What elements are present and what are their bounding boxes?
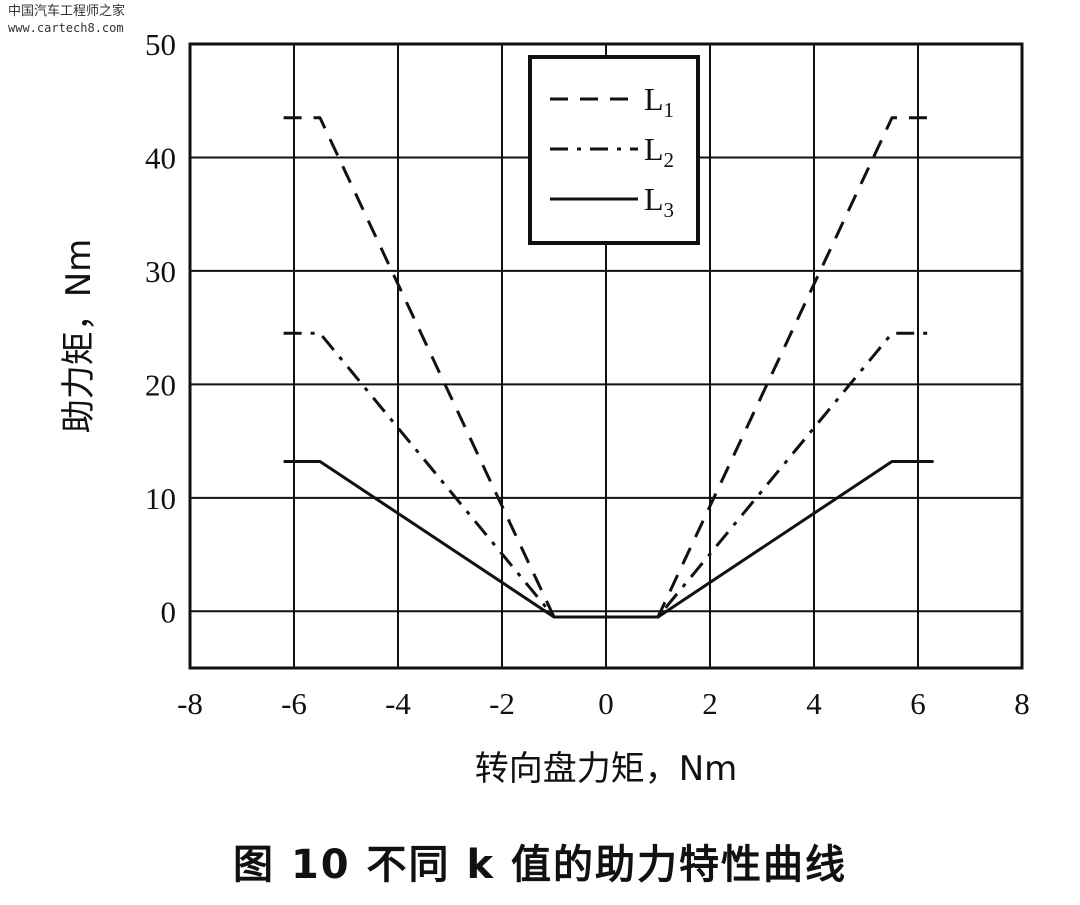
watermark: 中国汽车工程师之家 www.cartech8.com — [8, 4, 125, 36]
chart: -8 -6 -4 -2 0 2 4 6 8 0 10 20 30 40 50 L1 L2 L3 转向盘力矩，Nm… — [59, 27, 1030, 789]
series-line-l3 — [283, 460, 934, 619]
figure-caption: 图 10 不同 k 值的助力特性曲线 — [233, 842, 847, 888]
x-tick-label: -4 — [385, 686, 411, 721]
grid — [188, 42, 1024, 670]
y-tick-label: 10 — [145, 481, 176, 516]
x-tick-label: 8 — [1014, 686, 1030, 721]
series-lines — [283, 116, 934, 619]
legend: L1 L2 L3 — [528, 55, 700, 245]
x-tick-label: 2 — [702, 686, 718, 721]
x-axis-label: 转向盘力矩，Nm — [475, 749, 738, 789]
y-tick-label: 0 — [161, 594, 177, 629]
y-tick-label: 20 — [145, 367, 176, 402]
watermark-url: www.cartech8.com — [8, 21, 124, 35]
legend-label-l2: L2 — [644, 131, 674, 172]
x-tick-label: -8 — [177, 686, 203, 721]
legend-label-l1: L1 — [644, 81, 674, 122]
x-tick-label: -2 — [489, 686, 515, 721]
series-line-l2 — [283, 331, 934, 619]
watermark-title: 中国汽车工程师之家 — [8, 4, 126, 19]
x-tick-label: 4 — [806, 686, 822, 721]
y-tick-label: 30 — [145, 254, 176, 289]
tick-labels: -8 -6 -4 -2 0 2 4 6 8 0 10 20 30 40 50 — [145, 27, 1030, 721]
y-axis-label: 助力矩，Nm — [59, 239, 99, 434]
y-tick-label: 40 — [145, 140, 176, 175]
y-tick-label: 50 — [145, 27, 176, 62]
axis-labels: 转向盘力矩，Nm 助力矩，Nm — [59, 239, 737, 789]
legend-label-l3: L3 — [644, 181, 674, 222]
x-tick-label: 0 — [598, 686, 614, 721]
x-tick-label: -6 — [281, 686, 307, 721]
x-tick-label: 6 — [910, 686, 926, 721]
